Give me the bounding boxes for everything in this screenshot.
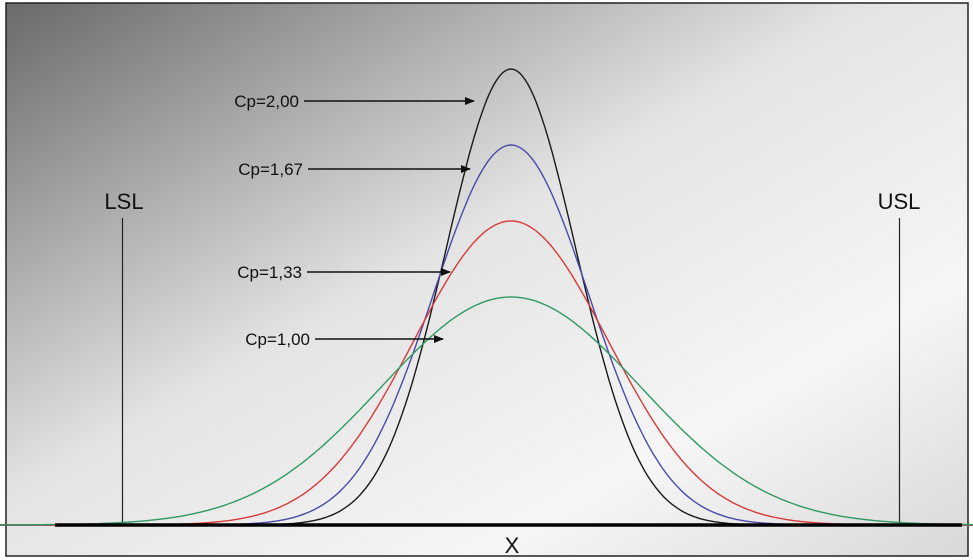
- annotation-cp-1-67: Cp=1,67: [238, 160, 303, 179]
- x-axis-label: X: [505, 533, 520, 558]
- cp-annotations: Cp=2,00 Cp=1,67 Cp=1,33 Cp=1,00: [234, 92, 475, 349]
- usl-label: USL: [878, 189, 921, 214]
- plot-background: [5, 2, 969, 557]
- spec-limits: [121, 218, 901, 525]
- curve-cp-1-00: [0, 296, 973, 526]
- lsl-label: LSL: [104, 189, 143, 214]
- annotation-cp-2-00: Cp=2,00: [234, 92, 299, 111]
- annotation-cp-1-33: Cp=1,33: [237, 263, 302, 282]
- annotation-cp-1-00: Cp=1,00: [245, 330, 310, 349]
